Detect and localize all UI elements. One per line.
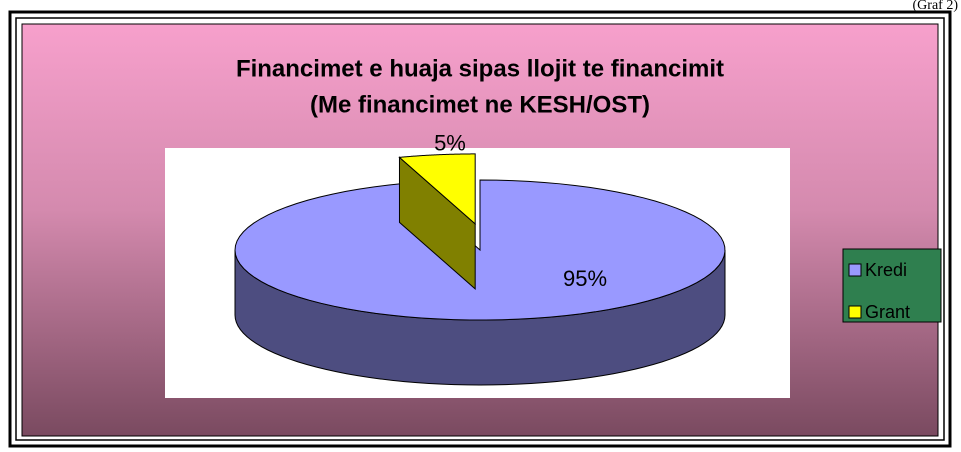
outer-frame (8, 10, 952, 448)
chart-title: Financimet e huaja sipas llojit te finan… (236, 55, 724, 82)
data-label: 5% (434, 131, 466, 156)
legend-label: Grant (865, 302, 910, 322)
pie-slice (234, 179, 726, 321)
data-label: 95% (563, 266, 607, 291)
caption: (Graf 2) (913, 0, 959, 13)
legend-swatch (848, 263, 862, 277)
inner-frame (15, 17, 945, 441)
chart-subtitle: (Me financimet ne KESH/OST) (310, 91, 650, 118)
pie-slice (398, 153, 476, 226)
legend-label: Kredi (865, 260, 907, 280)
legend-swatch (848, 305, 862, 319)
